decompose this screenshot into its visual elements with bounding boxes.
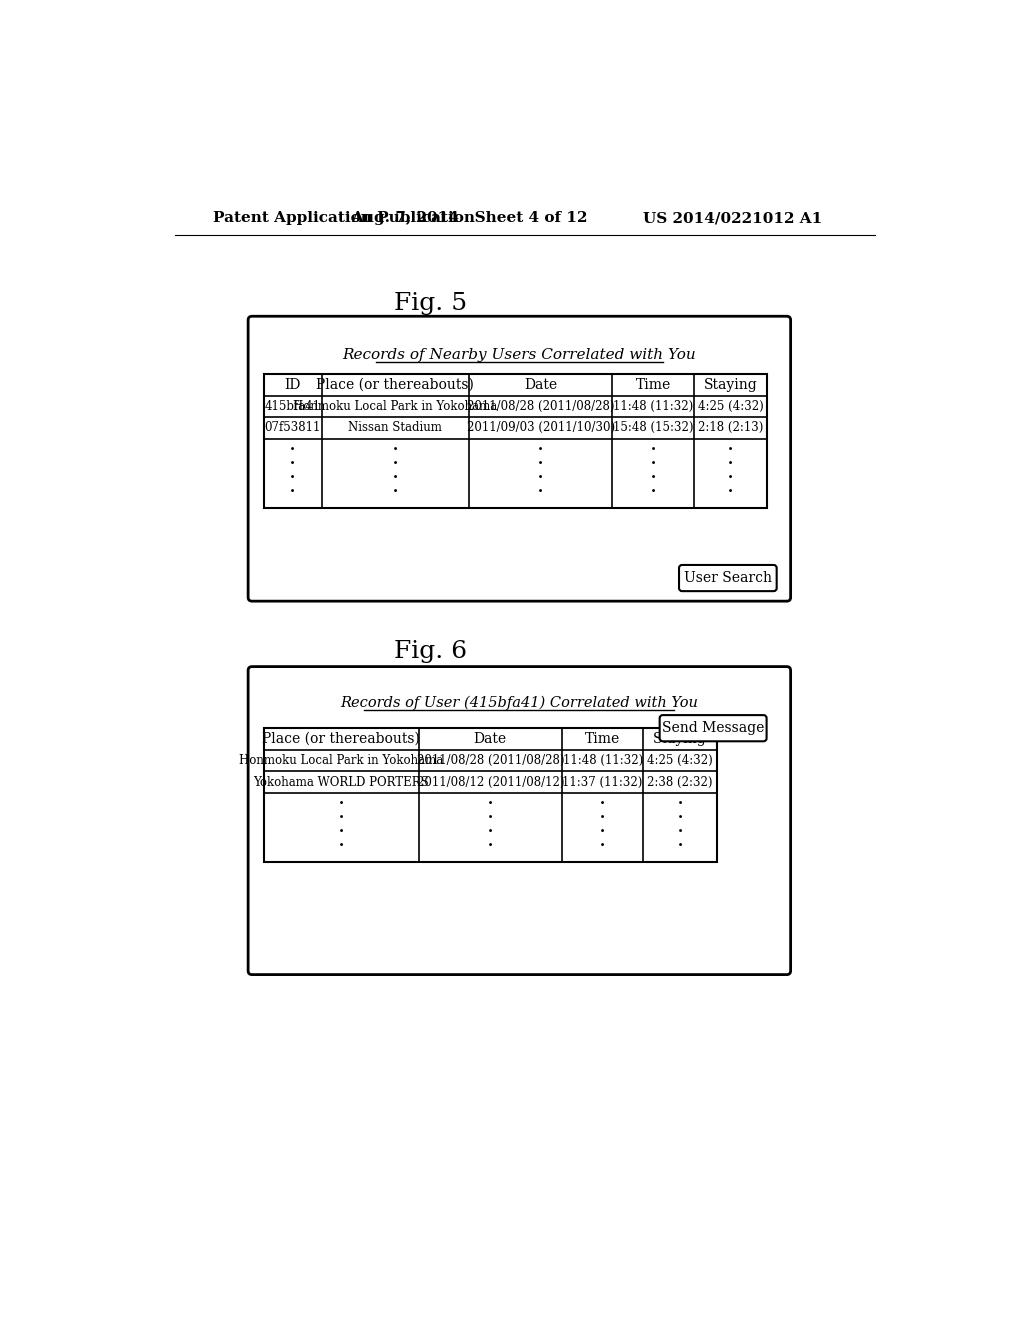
Text: Records of User (415bfa41) Correlated with You: Records of User (415bfa41) Correlated wi… <box>340 696 698 710</box>
Text: 15:48 (15:32): 15:48 (15:32) <box>612 421 693 434</box>
Text: Patent Application Publication: Patent Application Publication <box>213 211 475 226</box>
Text: ·: · <box>599 793 606 816</box>
Text: Records of Nearby Users Correlated with You: Records of Nearby Users Correlated with … <box>342 347 696 362</box>
Bar <box>263 729 717 862</box>
Text: ·: · <box>392 480 399 503</box>
Text: 2011/08/12 (2011/08/12): 2011/08/12 (2011/08/12) <box>417 776 564 788</box>
Text: Aug. 7, 2014   Sheet 4 of 12: Aug. 7, 2014 Sheet 4 of 12 <box>351 211 587 226</box>
FancyBboxPatch shape <box>679 565 776 591</box>
Text: 2011/08/28 (2011/08/28): 2011/08/28 (2011/08/28) <box>467 400 614 413</box>
Text: ·: · <box>727 467 734 488</box>
Text: ·: · <box>392 467 399 488</box>
Text: ·: · <box>392 440 399 461</box>
FancyBboxPatch shape <box>659 715 767 742</box>
Text: Staying: Staying <box>703 378 758 392</box>
Text: Place (or thereabouts): Place (or thereabouts) <box>262 733 420 746</box>
Text: 2:18 (2:13): 2:18 (2:13) <box>698 421 763 434</box>
Text: Staying: Staying <box>653 733 707 746</box>
Text: ·: · <box>599 808 606 829</box>
Text: ·: · <box>727 480 734 503</box>
Text: ·: · <box>727 453 734 475</box>
Text: Place (or thereabouts): Place (or thereabouts) <box>316 378 474 392</box>
Text: 07f53811: 07f53811 <box>264 421 321 434</box>
Text: ·: · <box>338 808 345 829</box>
Text: ·: · <box>538 480 544 503</box>
Text: ·: · <box>599 821 606 843</box>
Text: ·: · <box>289 467 296 488</box>
Text: Date: Date <box>474 733 507 746</box>
Text: ·: · <box>486 821 494 843</box>
Text: ·: · <box>392 453 399 475</box>
Text: Fig. 5: Fig. 5 <box>393 292 467 314</box>
Text: ·: · <box>486 808 494 829</box>
Text: 2:38 (2:32): 2:38 (2:32) <box>647 776 713 788</box>
Text: Time: Time <box>636 378 671 392</box>
Text: ·: · <box>599 836 606 857</box>
Text: ·: · <box>289 453 296 475</box>
Text: Honmoku Local Park in Yokohama: Honmoku Local Park in Yokohama <box>239 754 443 767</box>
Text: ·: · <box>289 480 296 503</box>
Text: 2011/09/03 (2011/10/30): 2011/09/03 (2011/10/30) <box>467 421 614 434</box>
Text: Send Message: Send Message <box>662 721 764 735</box>
Text: ·: · <box>649 480 656 503</box>
Text: ·: · <box>338 836 345 857</box>
Text: ·: · <box>338 793 345 816</box>
Text: 11:48 (11:32): 11:48 (11:32) <box>562 754 643 767</box>
Text: Honmoku Local Park in Yokohama: Honmoku Local Park in Yokohama <box>293 400 498 413</box>
Text: Yokohama WORLD PORTERS: Yokohama WORLD PORTERS <box>253 776 429 788</box>
Text: User Search: User Search <box>684 572 772 585</box>
Text: 4:25 (4:32): 4:25 (4:32) <box>697 400 764 413</box>
Text: Date: Date <box>524 378 557 392</box>
Text: 4:25 (4:32): 4:25 (4:32) <box>647 754 713 767</box>
Text: ·: · <box>649 467 656 488</box>
Text: ·: · <box>649 453 656 475</box>
Bar <box>263 374 767 508</box>
FancyBboxPatch shape <box>248 667 791 974</box>
FancyBboxPatch shape <box>248 317 791 601</box>
Text: ·: · <box>338 821 345 843</box>
Text: ·: · <box>649 440 656 461</box>
Text: ·: · <box>538 467 544 488</box>
Text: ·: · <box>727 440 734 461</box>
Text: ·: · <box>677 836 684 857</box>
Text: ·: · <box>677 793 684 816</box>
Text: ·: · <box>677 808 684 829</box>
Text: 415bfa41: 415bfa41 <box>264 400 321 413</box>
Text: ·: · <box>677 821 684 843</box>
Text: ·: · <box>538 440 544 461</box>
Text: ·: · <box>289 440 296 461</box>
Text: US 2014/0221012 A1: US 2014/0221012 A1 <box>643 211 822 226</box>
Text: 11:48 (11:32): 11:48 (11:32) <box>613 400 693 413</box>
Text: ID: ID <box>285 378 301 392</box>
Text: Nissan Stadium: Nissan Stadium <box>348 421 442 434</box>
Text: ·: · <box>538 453 544 475</box>
Text: ·: · <box>486 836 494 857</box>
Text: 2011/08/28 (2011/08/28): 2011/08/28 (2011/08/28) <box>417 754 564 767</box>
Text: Time: Time <box>585 733 621 746</box>
Text: 11:37 (11:32): 11:37 (11:32) <box>562 776 643 788</box>
Text: Fig. 6: Fig. 6 <box>393 640 467 663</box>
Text: ·: · <box>486 793 494 816</box>
